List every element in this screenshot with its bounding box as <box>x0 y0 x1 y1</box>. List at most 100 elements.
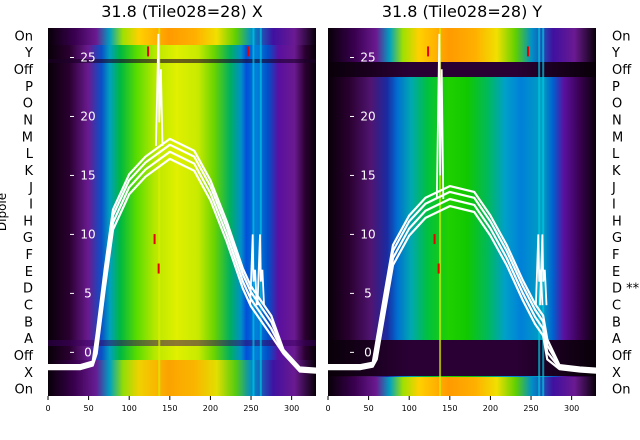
dipole-label: N <box>612 114 622 129</box>
dipole-label: I <box>612 198 616 213</box>
overlay-tick-label: 20 <box>360 109 375 123</box>
x-tick-label: 100 <box>402 404 417 413</box>
heatmap-hot-cell <box>433 234 436 245</box>
panel-y: 31.8 (Tile028=28) Y 0 5 10 15 20 25 On Y Off PON… <box>325 2 639 413</box>
heatmap-x <box>48 28 316 396</box>
x-tick-label: 50 <box>84 404 94 413</box>
overlay-tick-label: 25 <box>80 50 95 64</box>
overlay-tick-label: 5 <box>84 286 92 300</box>
dipole-label: Off <box>14 63 34 78</box>
dipole-label: M <box>612 130 623 145</box>
heatmap-row-off-bottom <box>48 340 316 346</box>
dipole-label: L <box>26 147 34 162</box>
dipole-label: D ** <box>612 282 640 297</box>
heatmap-hot-cell <box>147 46 150 57</box>
heatmap-body <box>328 28 596 396</box>
overlay-series-line <box>48 157 317 374</box>
heatmap-hot-cell <box>153 234 156 245</box>
dipole-label: K <box>612 164 621 179</box>
heatmap-hot-cell <box>437 263 440 274</box>
heatmap-stripe <box>259 28 262 396</box>
overlay-y: 0 5 10 15 20 25 <box>328 33 597 374</box>
x-tick-label: 100 <box>122 404 137 413</box>
dipole-label: Off <box>14 349 34 364</box>
overlay-x: 0 5 10 15 20 25 <box>48 33 317 374</box>
overlay-spike <box>256 234 265 306</box>
x-tick-label: 300 <box>564 404 579 413</box>
heatmap-stripe <box>158 28 161 396</box>
overlay-series-line <box>48 150 317 373</box>
dipole-label: Off <box>612 63 632 78</box>
overlay-spike <box>435 33 445 200</box>
dipole-label: X <box>612 366 621 381</box>
y-axis-label: Dipole <box>0 193 9 231</box>
dipole-label: F <box>612 248 619 263</box>
panel-title-y: 31.8 (Tile028=28) Y <box>382 2 543 21</box>
dipole-label: A <box>612 332 621 347</box>
x-tick-label: 0 <box>325 404 330 413</box>
dipole-label: Y <box>611 46 620 61</box>
dipole-label: X <box>24 366 33 381</box>
x-ticks-x: 0 50 100 150 200 250 300 <box>45 396 299 413</box>
panel-x: 31.8 (Tile028=28) X 0 5 10 15 20 25 On Y Off PON… <box>14 2 317 413</box>
dipole-label: N <box>23 114 33 129</box>
dipole-label: On <box>15 29 33 44</box>
heatmap-row-on-top <box>328 28 596 62</box>
dipole-label: B <box>24 315 33 330</box>
dipole-label: Y <box>24 46 33 61</box>
x-tick-label: 200 <box>483 404 498 413</box>
dipole-label: M <box>22 130 33 145</box>
heatmap-hot-cell <box>427 46 430 57</box>
dipole-label: P <box>612 80 620 95</box>
dipole-label: F <box>26 248 33 263</box>
x-tick-label: 250 <box>243 404 258 413</box>
x-ticks-y: 0 50 100 150 200 250 300 <box>325 396 579 413</box>
overlay-tick-label: 20 <box>80 109 95 123</box>
overlay-series-line <box>328 185 597 370</box>
overlay-spike <box>249 234 258 306</box>
dipole-label: J <box>28 181 33 196</box>
dipole-label: G <box>612 231 622 246</box>
dipole-label: On <box>15 383 33 398</box>
dipole-label: P <box>25 80 33 95</box>
heatmap-row-on-top <box>48 28 316 45</box>
dipole-label: E <box>612 265 620 280</box>
x-tick-label: 0 <box>45 404 50 413</box>
dipole-label: O <box>23 97 33 112</box>
dipole-label: D <box>23 282 33 297</box>
overlay-series-line <box>328 205 597 374</box>
overlay-tick-label: 0 <box>84 345 92 359</box>
overlay-tick-label: 15 <box>80 168 95 182</box>
dipole-label: C <box>612 299 621 314</box>
overlay-tick-label: 10 <box>80 227 95 241</box>
dipole-label: I <box>29 198 33 213</box>
dipole-label: B <box>612 315 621 330</box>
dipole-label: C <box>24 299 33 314</box>
dipole-label: H <box>23 214 33 229</box>
x-tick-label: 50 <box>364 404 374 413</box>
heatmap-row-off-top <box>48 59 316 63</box>
overlay-tick-label: 10 <box>360 227 375 241</box>
x-tick-label: 300 <box>284 404 299 413</box>
overlay-tick-label: 15 <box>360 168 375 182</box>
x-tick-label: 250 <box>523 404 538 413</box>
dipole-label: H <box>612 214 622 229</box>
panel-title-x: 31.8 (Tile028=28) X <box>101 2 263 21</box>
heatmap-stripes <box>147 28 262 396</box>
heatmap-stripe <box>252 28 255 396</box>
dipole-label: E <box>25 265 33 280</box>
heatmap-stripe <box>542 28 545 396</box>
dipole-label: O <box>612 97 622 112</box>
overlay-spike <box>155 33 164 146</box>
overlay-series-line <box>328 197 597 373</box>
x-tick-label: 150 <box>162 404 177 413</box>
heatmap-hot-cell <box>246 46 249 57</box>
x-tick-label: 150 <box>442 404 457 413</box>
heatmap-hot-cell <box>157 263 160 274</box>
overlay-series-line <box>48 137 317 370</box>
dipole-label: J <box>611 181 616 196</box>
dipole-label: K <box>24 164 33 179</box>
